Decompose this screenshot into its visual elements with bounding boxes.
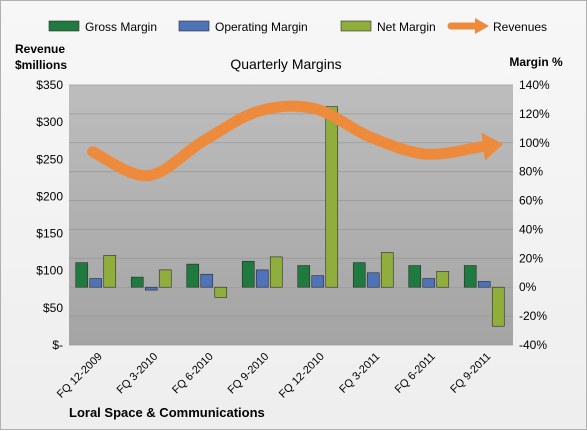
bar-net-margin — [269, 256, 283, 288]
revenue-line-path — [87, 100, 487, 182]
bar-gross-margin — [241, 260, 255, 288]
bar-operating-margin — [422, 278, 436, 288]
bar-net-margin — [103, 255, 117, 288]
left-tick-label: $250 — [36, 152, 63, 166]
right-tick-label: 60% — [519, 194, 543, 208]
x-tick-label: FQ 9-2010 — [226, 351, 272, 397]
legend-label-revenues: Revenues — [493, 20, 547, 34]
bar-operating-margin — [366, 272, 380, 288]
bar-gross-margin — [130, 276, 144, 288]
x-tick-label: FQ 3-2011 — [337, 351, 382, 396]
bar-operating-margin — [89, 278, 103, 288]
x-tick-label: FQ 3-2010 — [115, 351, 161, 397]
left-tick-label: $200 — [36, 189, 63, 203]
right-tick-label: -40% — [519, 338, 547, 352]
bar-gross-margin — [352, 262, 366, 288]
x-tick-label: FQ 6-2011 — [393, 351, 438, 396]
bar-gross-margin — [408, 265, 422, 288]
left-tick-label: $- — [52, 338, 63, 352]
bar-net-margin — [214, 286, 228, 298]
right-tick-label: 140% — [519, 78, 550, 92]
left-ticks: $- $50 $100 $150 $200 $250 $300 $350 — [36, 78, 63, 352]
legend-swatch-net-margin — [340, 20, 372, 32]
left-tick-label: $50 — [43, 301, 63, 315]
x-tick-label: FQ 12-2009 — [55, 351, 105, 401]
left-tick-label: $150 — [36, 227, 63, 241]
bar-gross-margin — [463, 265, 477, 288]
right-tick-label: 80% — [519, 165, 543, 179]
right-ticks: -40% -20% 0% 20% 40% 60% 80% 100% 120% 140% — [519, 78, 550, 352]
x-tick-label: FQ 6-2010 — [170, 351, 216, 397]
right-axis-label: Margin % — [509, 55, 563, 69]
legend-label-net-margin: Net Margin — [377, 20, 436, 34]
bar-net-margin — [380, 252, 394, 288]
bar-operating-margin — [200, 273, 214, 288]
gridlines — [69, 84, 513, 346]
chart-title: Quarterly Margins — [230, 56, 341, 72]
legend-arrow-icon — [475, 18, 489, 34]
bar-operating-margin — [311, 275, 325, 288]
left-axis-unit: $millions — [15, 58, 67, 72]
bar-net-margin — [325, 106, 339, 288]
bar-net-margin — [491, 286, 505, 327]
left-tick-label: $100 — [36, 264, 63, 278]
left-tick-label: $350 — [36, 78, 63, 92]
bar-gross-margin — [297, 265, 311, 288]
right-tick-label: 120% — [519, 107, 550, 121]
bars — [75, 106, 505, 327]
company-name: Loral Space & Communications — [69, 405, 265, 420]
x-tick-label: FQ 12-2010 — [277, 351, 327, 401]
bar-net-margin — [436, 271, 450, 288]
bar-operating-margin — [144, 286, 158, 291]
right-tick-label: 40% — [519, 222, 543, 236]
bar-operating-margin — [477, 281, 491, 288]
x-tick-label: FQ 9-2011 — [448, 351, 493, 396]
legend-swatch-operating-margin — [178, 20, 210, 32]
legend-label-gross-margin: Gross Margin — [85, 20, 157, 34]
plot-area — [69, 85, 513, 345]
right-tick-label: 0% — [519, 280, 537, 294]
bar-gross-margin — [75, 262, 89, 288]
x-ticks: FQ 12-2009 FQ 3-2010 FQ 6-2010 FQ 9-2010 FQ … — [55, 351, 493, 401]
left-tick-label: $300 — [36, 115, 63, 129]
legend: Gross Margin Operating Margin Net Margin Re… — [48, 18, 547, 34]
bar-net-margin — [158, 269, 172, 288]
legend-label-operating-margin: Operating Margin — [215, 20, 308, 34]
right-tick-label: 100% — [519, 136, 550, 150]
revenue-arrowhead — [481, 132, 504, 161]
right-tick-label: -20% — [519, 309, 547, 323]
left-axis-label: Revenue — [15, 42, 65, 56]
revenue-line — [87, 100, 504, 182]
bar-operating-margin — [255, 269, 269, 288]
legend-swatch-gross-margin — [48, 20, 80, 32]
right-tick-label: 20% — [519, 251, 543, 265]
bar-gross-margin — [186, 263, 200, 288]
